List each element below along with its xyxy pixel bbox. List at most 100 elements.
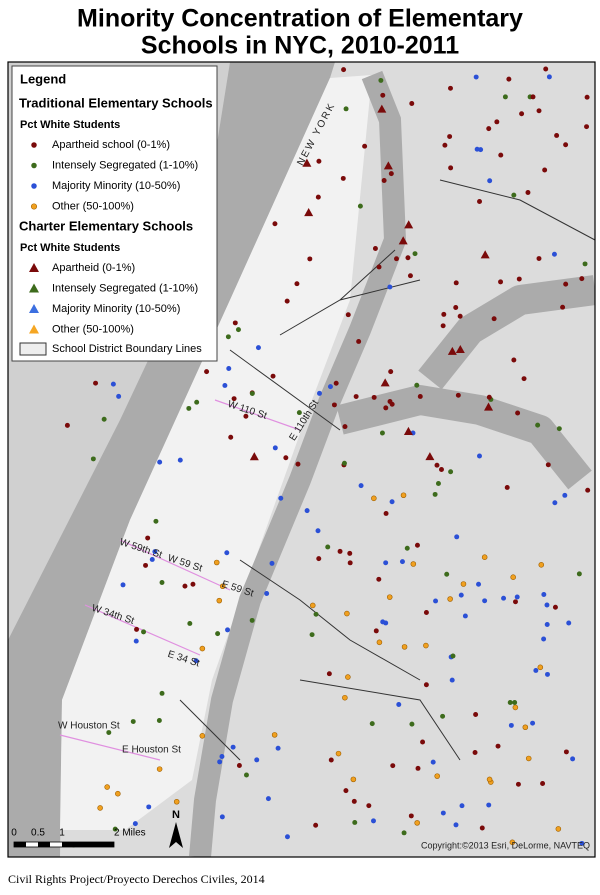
circle-marker <box>447 596 453 602</box>
legend-group-title: Charter Elementary Schools <box>19 218 193 233</box>
circle-marker <box>225 334 231 340</box>
circle-marker <box>513 599 518 605</box>
circle-marker <box>498 279 504 285</box>
circle-marker <box>275 745 281 751</box>
circle-marker <box>371 818 376 824</box>
circle-marker <box>481 554 488 560</box>
triangle-marker <box>398 236 408 245</box>
circle-marker <box>394 256 399 262</box>
circle-marker <box>269 560 275 566</box>
circle-marker <box>399 559 405 565</box>
map-frame <box>7 61 596 858</box>
circle-marker <box>525 190 531 195</box>
circle-marker <box>272 445 278 451</box>
circle-marker <box>519 111 525 117</box>
circle-marker <box>533 667 539 673</box>
circle-marker <box>415 765 421 771</box>
circle-marker <box>555 826 562 832</box>
circle-marker <box>294 281 300 287</box>
circle-marker <box>31 162 37 169</box>
circle-marker <box>153 518 159 524</box>
circle-marker <box>331 402 337 408</box>
circle-marker <box>448 85 453 91</box>
circle-marker <box>473 712 479 717</box>
circle-marker <box>540 781 546 786</box>
circle-marker <box>115 790 121 797</box>
circle-marker <box>423 642 429 649</box>
triangle-marker <box>29 263 39 272</box>
circle-marker <box>440 713 446 719</box>
circle-marker <box>544 602 550 608</box>
circle-marker <box>159 690 165 696</box>
circle-marker <box>373 628 379 634</box>
copyright: Copyright:©2013 Esri, DeLorme, NAVTEQ <box>421 840 590 850</box>
circle-marker <box>271 732 278 738</box>
circle-marker <box>543 66 549 72</box>
circle-marker <box>390 763 396 769</box>
triangle-marker <box>29 324 39 334</box>
circle-marker <box>366 803 372 809</box>
circle-marker <box>486 126 492 132</box>
circle-marker <box>414 820 420 826</box>
legend-box <box>11 65 218 362</box>
circle-marker <box>357 203 363 209</box>
scale-bar-segment <box>14 842 26 847</box>
circle-marker <box>358 483 364 489</box>
circle-marker <box>219 814 225 820</box>
legend-item-label: Intensely Segregated (1-10%) <box>52 282 198 294</box>
bay <box>336 275 595 490</box>
triangle-marker <box>29 304 39 313</box>
circle-marker <box>243 772 249 778</box>
circle-marker <box>423 610 429 615</box>
circle-marker <box>325 544 331 550</box>
triangle-marker <box>484 402 494 411</box>
circle-marker <box>101 416 107 422</box>
circle-marker <box>414 382 420 388</box>
circle-marker <box>530 720 536 726</box>
circle-marker <box>343 106 349 112</box>
circle-marker <box>232 320 238 326</box>
circle-marker <box>106 730 112 736</box>
circle-marker <box>383 510 389 516</box>
circle-marker <box>449 677 455 683</box>
circle-marker <box>255 345 261 351</box>
triangle-marker <box>447 346 457 355</box>
circle-marker <box>434 773 440 779</box>
circle-marker <box>544 621 550 627</box>
triangle-marker <box>29 283 39 293</box>
circle-marker <box>278 495 284 501</box>
north-label: N <box>172 809 180 821</box>
circle-marker <box>141 629 147 635</box>
circle-marker <box>579 840 585 846</box>
circle-marker <box>345 312 351 318</box>
circle-marker <box>506 76 512 82</box>
circle-marker <box>134 626 140 632</box>
circle-marker <box>347 550 353 556</box>
circle-marker <box>479 825 485 831</box>
circle-marker <box>576 571 582 577</box>
footer: Civil Rights Project/Proyecto Derechos C… <box>8 872 265 886</box>
circle-marker <box>556 426 562 432</box>
circle-marker <box>376 264 382 270</box>
circle-marker <box>430 759 436 765</box>
circle-marker <box>313 611 319 617</box>
legend-item-label: School District Boundary Lines <box>52 343 202 355</box>
circle-marker <box>536 108 542 114</box>
circle-marker <box>516 276 522 282</box>
circle-marker <box>448 469 454 475</box>
circle-marker <box>340 175 346 181</box>
scale-label: 0 <box>11 828 17 839</box>
circle-marker <box>326 671 332 677</box>
circle-marker <box>405 255 411 261</box>
circle-marker <box>194 399 200 405</box>
circle-marker <box>228 434 234 440</box>
circle-marker <box>337 548 343 554</box>
circle-marker <box>542 167 548 173</box>
circle-marker <box>585 487 591 493</box>
circle-marker <box>409 721 415 727</box>
scale-label: 2 Miles <box>114 828 146 839</box>
legend-group-subtitle: Pct White Students <box>20 242 120 254</box>
circle-marker <box>502 94 508 100</box>
circle-marker <box>333 380 339 386</box>
circle-marker <box>182 583 188 589</box>
